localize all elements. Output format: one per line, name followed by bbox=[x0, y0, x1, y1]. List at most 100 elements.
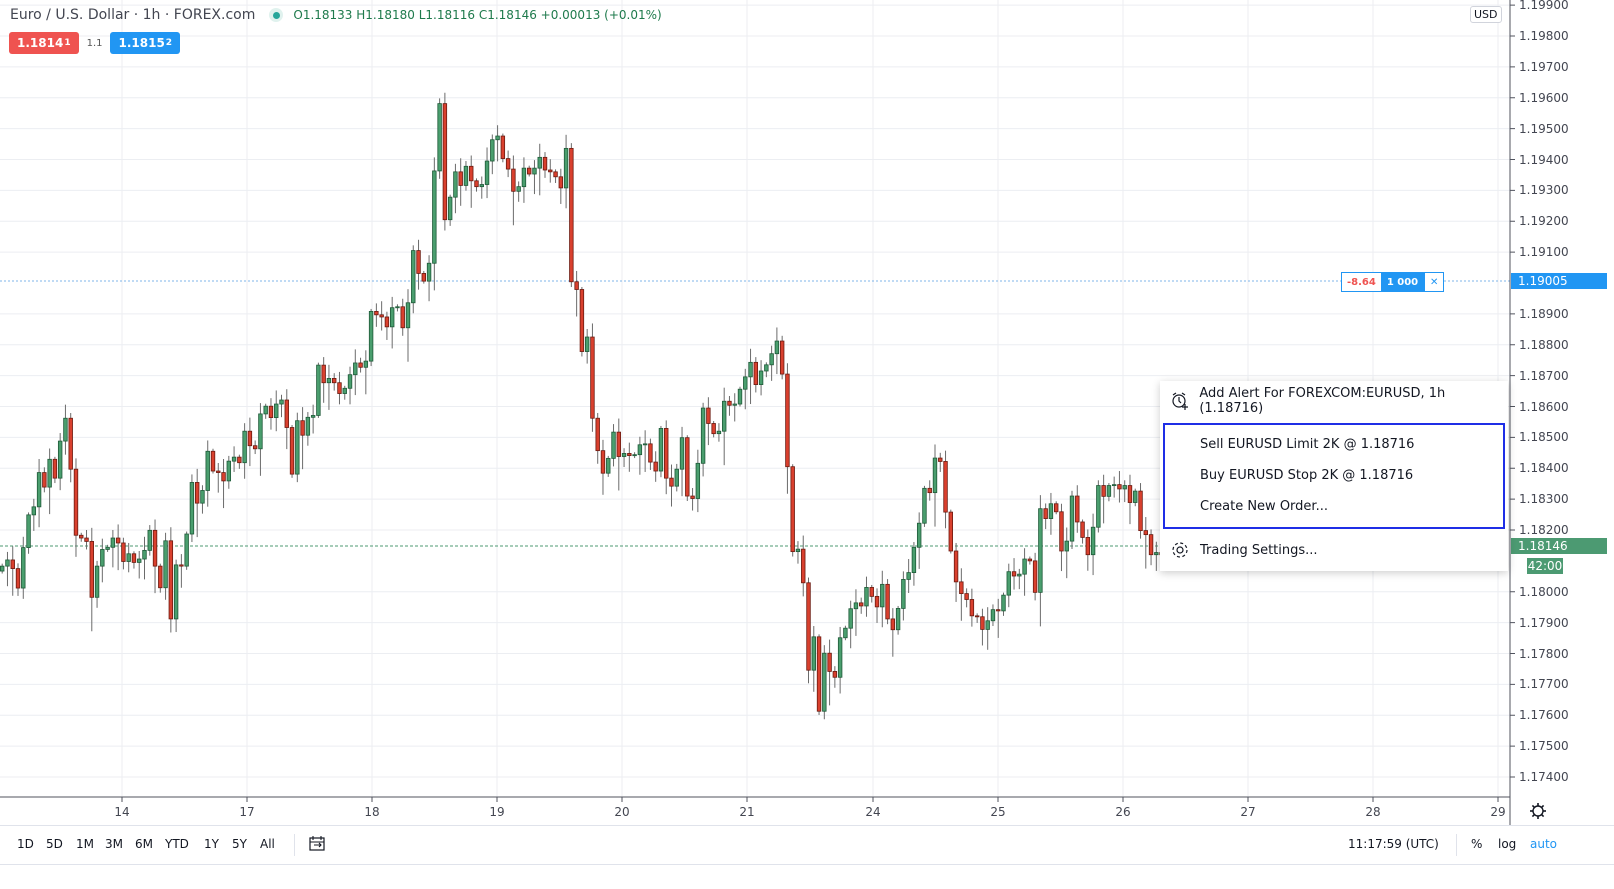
range-all[interactable]: All bbox=[260, 837, 275, 851]
order-line-label[interactable]: -8.64 1 000 ✕ bbox=[1341, 272, 1445, 292]
candle bbox=[527, 165, 532, 177]
range-ytd[interactable]: YTD bbox=[165, 837, 189, 851]
candle bbox=[0, 563, 5, 574]
candle-body-up bbox=[5, 559, 10, 567]
menu-item-create-order[interactable]: Create New Order... bbox=[1160, 493, 1508, 519]
candle bbox=[26, 512, 31, 554]
candle bbox=[943, 450, 948, 529]
price-axis-label: 1.19100 bbox=[1519, 245, 1569, 260]
candle bbox=[532, 160, 537, 195]
candle-body-down bbox=[753, 361, 759, 385]
candle bbox=[1143, 517, 1148, 569]
price-axis-label: 1.18200 bbox=[1519, 523, 1569, 537]
candle bbox=[948, 509, 953, 554]
candle-body-down bbox=[10, 559, 15, 569]
menu-item-buy-stop[interactable]: Buy EURUSD Stop 2K @ 1.18716 bbox=[1160, 462, 1508, 488]
candle-body-down bbox=[505, 158, 511, 170]
candle bbox=[1090, 513, 1096, 576]
buy-price-pip: 2 bbox=[165, 38, 173, 48]
candle-body-up bbox=[1106, 485, 1112, 497]
sell-button[interactable]: 1.1814 1 bbox=[9, 32, 79, 54]
menu-item-label: Trading Settings... bbox=[1200, 542, 1318, 558]
candle bbox=[895, 605, 901, 635]
context-menu: Add Alert For FOREXCOM:EURUSD, 1h (1.187… bbox=[1160, 381, 1508, 571]
candle-body-up bbox=[563, 147, 569, 189]
candle-body-up bbox=[389, 307, 395, 328]
candle bbox=[332, 373, 337, 391]
order-quantity[interactable]: 1 000 bbox=[1380, 273, 1425, 291]
candle bbox=[284, 389, 289, 450]
candle-body-up bbox=[47, 458, 52, 488]
buy-button[interactable]: 1.1815 2 bbox=[110, 32, 181, 54]
clock-time[interactable]: 11:17:59 (UTC) bbox=[1348, 837, 1439, 851]
gear-icon[interactable] bbox=[1530, 803, 1546, 819]
candle bbox=[1001, 592, 1006, 616]
candle-body-down bbox=[980, 616, 985, 630]
candle-body-down bbox=[711, 423, 716, 435]
log-toggle[interactable]: log bbox=[1498, 837, 1517, 851]
candle bbox=[627, 442, 632, 472]
candle-body-up bbox=[326, 378, 332, 384]
candle-body-up bbox=[279, 399, 284, 405]
candle bbox=[389, 296, 395, 349]
candle-body-up bbox=[147, 529, 152, 551]
candle bbox=[158, 563, 163, 593]
candle-body-down bbox=[706, 407, 711, 424]
calendar-goto-date-icon[interactable] bbox=[308, 836, 326, 855]
percent-toggle[interactable]: % bbox=[1471, 837, 1483, 851]
range-3m[interactable]: 3M bbox=[105, 837, 123, 851]
menu-item-trading-settings[interactable]: Trading Settings... bbox=[1160, 537, 1508, 563]
range-6m[interactable]: 6M bbox=[135, 837, 153, 851]
range-5y[interactable]: 5Y bbox=[232, 837, 247, 851]
candle-body-up bbox=[811, 636, 816, 671]
range-1d[interactable]: 1D bbox=[17, 837, 34, 851]
symbol-title[interactable]: Euro / U.S. Dollar · 1h · FOREX.com bbox=[10, 7, 256, 23]
menu-item-sell-limit[interactable]: Sell EURUSD Limit 2K @ 1.18716 bbox=[1160, 431, 1508, 457]
range-1m[interactable]: 1M bbox=[76, 837, 94, 851]
candle bbox=[226, 455, 232, 489]
range-5d[interactable]: 5D bbox=[46, 837, 63, 851]
candle-body-down bbox=[73, 468, 79, 536]
candle-body-up bbox=[532, 167, 537, 175]
candle bbox=[21, 536, 26, 599]
range-1y[interactable]: 1Y bbox=[204, 837, 219, 851]
candle-body-up bbox=[584, 336, 590, 352]
candle-body-up bbox=[895, 608, 901, 631]
candle-body-up bbox=[1064, 540, 1069, 552]
candle bbox=[1064, 527, 1069, 579]
candle bbox=[837, 626, 843, 694]
candle bbox=[758, 360, 764, 396]
menu-item-add-alert[interactable]: Add Alert For FOREXCOM:EURUSD, 1h (1.187… bbox=[1160, 386, 1508, 416]
candle-body-down bbox=[869, 587, 874, 597]
candle bbox=[300, 407, 305, 470]
candle bbox=[827, 639, 832, 706]
price-axis-label: 1.17600 bbox=[1519, 708, 1569, 723]
candle bbox=[806, 577, 811, 684]
candle-body-down bbox=[548, 169, 553, 173]
candle-body-down bbox=[121, 542, 126, 562]
auto-scale-toggle[interactable]: auto bbox=[1530, 837, 1558, 851]
axis-ticks bbox=[121, 4, 1515, 802]
candle-body-down bbox=[374, 311, 379, 316]
candle-body-up bbox=[173, 564, 179, 620]
candle-body-up bbox=[57, 440, 63, 479]
candle bbox=[774, 327, 780, 375]
candle-body-up bbox=[342, 387, 347, 394]
candle bbox=[901, 571, 906, 621]
close-icon[interactable]: ✕ bbox=[1424, 273, 1443, 291]
candle bbox=[1122, 480, 1127, 503]
candle-body-up bbox=[405, 302, 411, 329]
candle-body-up bbox=[484, 160, 490, 185]
candle-body-down bbox=[384, 316, 390, 328]
candle bbox=[927, 480, 932, 501]
candle-body-down bbox=[616, 431, 621, 457]
currency-button[interactable]: USD bbox=[1470, 6, 1502, 23]
candle-body-up bbox=[985, 620, 990, 630]
candle bbox=[1006, 563, 1011, 608]
buy-price: 1.1815 bbox=[118, 36, 165, 50]
time-axis-label: 25 bbox=[990, 805, 1006, 819]
candle-body-up bbox=[0, 565, 5, 572]
candle-body-down bbox=[284, 399, 289, 428]
candle-body-up bbox=[764, 364, 769, 372]
candle bbox=[1032, 552, 1038, 601]
